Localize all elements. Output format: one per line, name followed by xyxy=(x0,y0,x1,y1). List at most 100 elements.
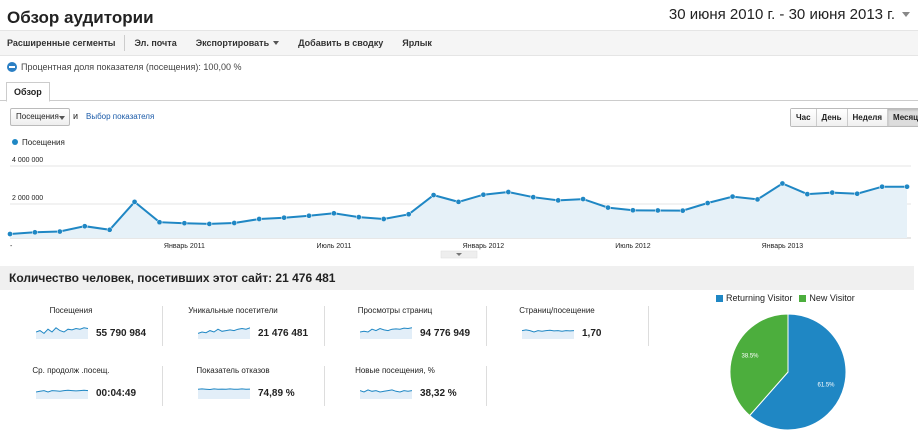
advanced-segments-button[interactable]: Расширенные сегменты xyxy=(7,38,116,48)
email-button[interactable]: Эл. почта xyxy=(134,38,177,48)
export-label: Экспортировать xyxy=(195,38,270,48)
chevron-down-icon xyxy=(59,116,65,120)
kpi-divider xyxy=(486,366,487,406)
kpi-block[interactable]: Показатель отказов 74,89 % xyxy=(168,366,318,426)
metric-select-value: Посещения xyxy=(16,112,59,121)
kpi-name: Страниц/посещение xyxy=(519,306,595,315)
period-hour-button[interactable]: Час xyxy=(791,109,816,126)
data-point xyxy=(281,214,287,221)
kpi-name: Показатель отказов xyxy=(196,366,270,375)
sparkline-line xyxy=(198,327,250,334)
x-tick-label: Январь 2013 xyxy=(762,243,804,250)
visitor-type-pie-chart: 61.5% 38.5% xyxy=(729,313,847,431)
data-point xyxy=(854,190,861,197)
data-point xyxy=(580,196,586,202)
kpi-block[interactable]: Страниц/посещение 1,70 xyxy=(492,306,642,366)
segment-label: Процентная доля показателя (посещения): … xyxy=(21,62,242,72)
data-point xyxy=(505,189,512,195)
data-point xyxy=(679,207,686,214)
legend-label: Returning Visitor xyxy=(726,293,793,303)
data-point xyxy=(879,183,885,190)
period-week-button[interactable]: Неделя xyxy=(846,109,888,126)
sparkline-line xyxy=(198,388,250,391)
tab-overview[interactable]: Обзор xyxy=(6,82,50,102)
y-tick-label: 2 000 000 xyxy=(12,195,43,202)
kpi-value: 55 790 984 xyxy=(96,328,147,339)
x-tick-label: - xyxy=(10,243,13,250)
kpi-sparkline xyxy=(198,388,250,399)
kpi-value: 38,32 % xyxy=(420,388,457,399)
chart-legend-label: Посещения xyxy=(22,138,65,147)
data-point xyxy=(630,207,636,214)
legend-item-returning: Returning Visitor xyxy=(716,293,792,303)
data-point xyxy=(729,193,736,200)
data-point xyxy=(754,196,761,203)
chevron-down-icon xyxy=(273,41,280,45)
x-tick-label: Июль 2011 xyxy=(316,243,351,250)
date-range-picker[interactable]: 30 июня 2010 г. - 30 июня 2013 г. xyxy=(669,6,910,23)
data-point xyxy=(455,199,462,205)
kpi-divider xyxy=(162,366,163,406)
kpi-block[interactable]: Уникальные посетители 21 476 481 xyxy=(168,306,318,366)
kpi-block[interactable]: Ср. продолж .посещ. 00:04:49 xyxy=(6,366,156,426)
kpi-value: 74,89 % xyxy=(258,388,295,399)
kpi-sparkline xyxy=(36,389,88,399)
chevron-down-icon xyxy=(902,12,910,17)
legend-swatch xyxy=(716,294,723,302)
pick-metric-link[interactable]: Выбор показателя xyxy=(86,112,155,121)
data-point xyxy=(7,231,13,237)
period-month-button[interactable]: Месяц xyxy=(887,109,918,126)
export-button[interactable]: Экспортировать xyxy=(195,38,280,48)
sparkline-area xyxy=(198,327,250,339)
x-tick-label: Январь 2012 xyxy=(463,243,505,250)
sparkline-line xyxy=(36,389,88,393)
period-day-button[interactable]: День xyxy=(815,109,847,126)
segment-indicator: Процентная доля показателя (посещения): … xyxy=(7,62,241,72)
x-tick-label: Июль 2012 xyxy=(615,243,650,250)
data-point xyxy=(206,221,213,227)
kpi-divider xyxy=(648,306,649,346)
kpi-value: 1,70 xyxy=(582,328,602,339)
data-point xyxy=(355,214,362,220)
shortcut-button[interactable]: Ярлык xyxy=(402,38,432,48)
sparkline-area xyxy=(36,390,88,399)
data-point xyxy=(829,189,836,196)
data-point xyxy=(106,226,113,233)
kpi-block[interactable]: Посещения 55 790 984 xyxy=(6,306,156,366)
kpi-sparkline xyxy=(522,329,574,339)
pie-slice xyxy=(729,313,789,417)
data-point xyxy=(156,219,163,226)
data-point xyxy=(81,223,88,230)
toolbar-divider xyxy=(124,35,126,51)
sparkline-area xyxy=(360,327,412,339)
kpi-name: Посещения xyxy=(49,306,93,315)
sparkline-area xyxy=(36,327,88,339)
data-point xyxy=(405,211,412,218)
kpi-divider xyxy=(324,366,325,406)
kpi-block[interactable]: Просмотры страниц 94 776 949 xyxy=(330,306,480,366)
kpi-block[interactable]: Новые посещения, % 38,32 % xyxy=(330,366,480,426)
segment-collapse-icon[interactable] xyxy=(7,62,17,72)
period-selector: Час День Неделя Месяц xyxy=(790,108,918,127)
kpi-divider xyxy=(162,306,163,346)
data-point xyxy=(530,194,537,201)
add-to-dashboard-button[interactable]: Добавить в сводку xyxy=(298,38,384,48)
metric-select[interactable]: Посещения xyxy=(10,108,70,126)
visits-line-chart: Посещения 4 000 000 2 000 000 - Январь 2011 И… xyxy=(7,138,911,259)
kpi-value: 94 776 949 xyxy=(420,328,471,339)
sparkline-line xyxy=(36,327,88,335)
data-point xyxy=(779,180,786,187)
sparkline-area xyxy=(522,329,574,339)
kpi-name: Новые посещения, % xyxy=(355,366,435,375)
y-tick-label: 4 000 000 xyxy=(12,157,43,164)
kpi-name: Просмотры страниц xyxy=(357,306,433,315)
date-range-label: 30 июня 2010 г. - 30 июня 2013 г. xyxy=(668,6,895,23)
data-point xyxy=(480,191,487,198)
kpi-divider xyxy=(324,306,325,346)
kpi-name: Уникальные посетители xyxy=(188,306,278,315)
audience-summary: Количество человек, посетивших этот сайт… xyxy=(0,266,914,290)
legend-item-new: New Visitor xyxy=(799,293,855,303)
data-point xyxy=(131,199,138,205)
pie-legend: Returning Visitor New Visitor xyxy=(716,293,862,303)
pie-slice xyxy=(748,313,847,431)
